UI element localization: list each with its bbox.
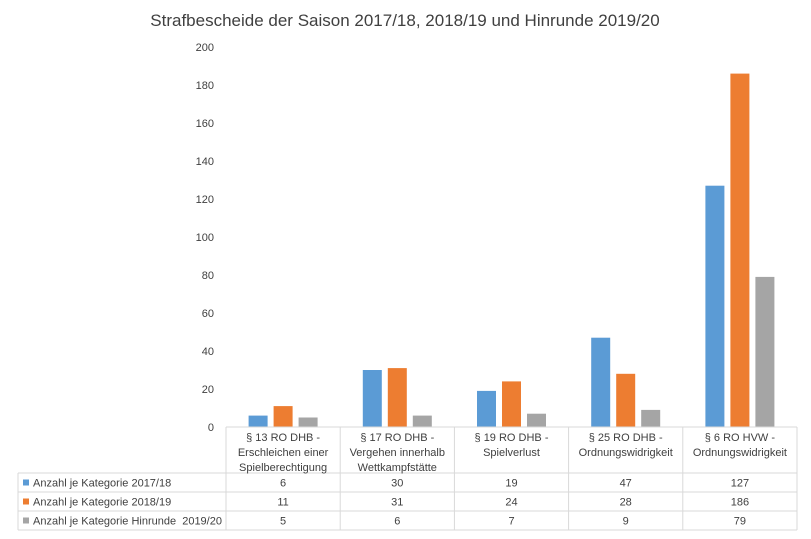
y-tick-label: 200	[196, 42, 214, 54]
bar	[298, 417, 318, 427]
table-cell-value: 31	[391, 497, 403, 509]
x-category-label-line: Wettkampfstätte	[358, 462, 437, 474]
legend-label: Anzahl je Kategorie Hinrunde 2019/20	[33, 516, 222, 528]
bar	[755, 276, 775, 427]
data-table: § 13 RO DHB - Erschleichen einer Spielbere…	[17, 426, 798, 531]
x-category-label-line: Ordnungswidrigkeit	[579, 447, 673, 459]
y-tick-label: 100	[196, 232, 214, 244]
y-tick-label: 0	[208, 422, 214, 434]
bar	[412, 415, 432, 427]
x-category-label-line: Vergehen innerhalb	[350, 447, 445, 459]
x-category-label: § 19 RO DHB - Spielverlust	[475, 432, 549, 459]
x-category-label: § 13 RO DHB - Erschleichen einer Spielbere…	[238, 432, 329, 474]
table-cell-value: 6	[394, 516, 400, 528]
legend-key	[23, 498, 29, 505]
table-cell-value: 11	[277, 497, 288, 509]
table-cell-value: 47	[620, 478, 632, 490]
bar	[362, 370, 382, 427]
y-axis: 0 20 40 60 80 100 120 140 160 180 200	[196, 42, 214, 434]
legend-key	[23, 479, 29, 486]
y-tick-label: 80	[202, 270, 214, 282]
table-cell-value: 7	[508, 516, 514, 528]
x-category-label-line: Spielberechtigung	[239, 462, 327, 474]
table-cell-value: 186	[731, 497, 749, 509]
y-tick-label: 140	[196, 156, 214, 168]
x-category-label-line: Spielverlust	[483, 447, 540, 459]
table-cell-value: 79	[734, 516, 746, 528]
x-category-label: § 25 RO DHB - Ordnungswidrigkeit	[579, 432, 673, 459]
legend-label: Anzahl je Kategorie 2017/18	[33, 478, 171, 490]
bar	[616, 373, 636, 427]
bar	[477, 390, 496, 427]
x-category-label: § 17 RO DHB - Vergehen innerhalb Wettkampf…	[350, 432, 445, 474]
bar	[730, 73, 750, 427]
x-category-label-line: § 6 RO HVW -	[705, 432, 776, 444]
x-category-label-line: Erschleichen einer	[238, 447, 329, 459]
bar	[641, 409, 661, 427]
x-category-label-line: § 17 RO DHB -	[360, 432, 434, 444]
bar	[705, 185, 725, 427]
table-cell-value: 24	[505, 497, 517, 509]
table-cell-value: 127	[731, 478, 749, 490]
bar	[248, 415, 268, 427]
legend-key	[23, 517, 29, 524]
bar	[502, 381, 521, 427]
y-tick-label: 160	[196, 118, 214, 130]
x-category-label-line: § 25 RO DHB -	[589, 432, 663, 444]
bar	[591, 337, 611, 427]
chart-title: Strafbescheide der Saison 2017/18, 2018/…	[150, 11, 659, 30]
y-tick-label: 40	[202, 346, 214, 358]
y-tick-label: 60	[202, 308, 214, 320]
table-cell-value: 30	[391, 478, 403, 490]
bar	[527, 413, 546, 427]
y-tick-label: 20	[202, 384, 214, 396]
bar	[273, 406, 293, 427]
table-cell-value: 19	[505, 478, 517, 490]
bars	[248, 73, 775, 427]
table-cell-value: 5	[280, 516, 286, 528]
x-category-label: § 6 RO HVW - Ordnungswidrigkeit	[693, 432, 787, 459]
legend-label: Anzahl je Kategorie 2018/19	[33, 497, 171, 509]
y-tick-label: 120	[196, 194, 214, 206]
x-category-label-line: § 19 RO DHB -	[475, 432, 549, 444]
table-cell-value: 28	[620, 497, 632, 509]
table-cell-value: 6	[280, 478, 286, 490]
x-category-label-line: Ordnungswidrigkeit	[693, 447, 787, 459]
bar	[387, 368, 407, 427]
y-tick-label: 180	[196, 80, 214, 92]
x-category-label-line: § 13 RO DHB -	[246, 432, 320, 444]
table-cell-value: 9	[623, 516, 629, 528]
